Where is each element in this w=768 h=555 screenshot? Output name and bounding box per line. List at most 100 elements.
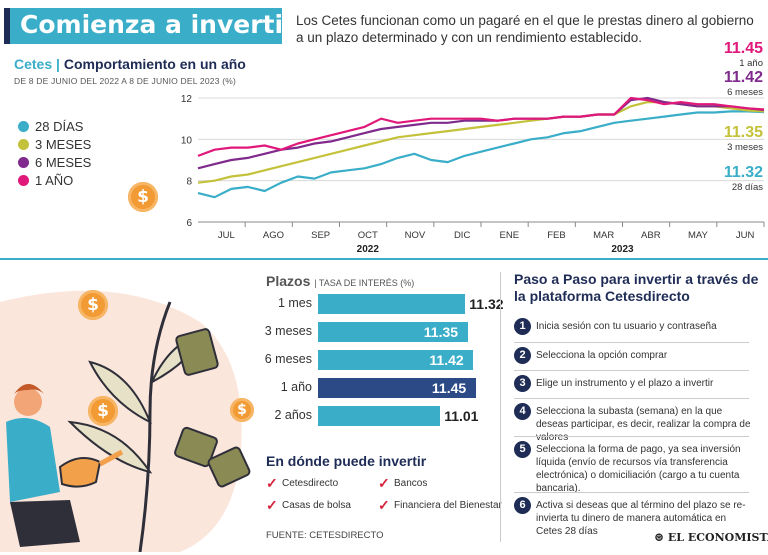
end-value-label: 11.45	[723, 40, 763, 57]
legend-item: 28 DÍAS	[18, 119, 83, 134]
y-tick-label: 12	[181, 94, 193, 105]
invest-option: Financiera del Bienestar	[394, 500, 502, 511]
y-tick-label: 10	[181, 135, 193, 146]
chart-heading: Cetes | Comportamiento en un año	[14, 56, 246, 72]
end-series-label: 3 meses	[727, 142, 763, 153]
end-series-label: 28 días	[731, 182, 763, 193]
legend-label: 28 DÍAS	[35, 119, 84, 134]
end-series-label: 1 año	[739, 58, 763, 69]
step-divider	[514, 436, 749, 437]
plazo-label: 1 mes	[277, 296, 312, 310]
step-text: Inicia sesión con tu usuario y contraseñ…	[536, 321, 717, 332]
check-icon: ✓	[378, 475, 390, 491]
person-head	[14, 388, 42, 416]
chart-subtitle: DE 8 DE JUNIO DEL 2022 A 8 DE JUNIO DEL …	[14, 76, 237, 86]
step-text: Elige un instrumento y el plazo a invert…	[536, 378, 714, 389]
brand-logo: ⊛ EL ECONOMISTA	[654, 530, 768, 544]
legend-item: 6 MESES	[18, 155, 91, 170]
plazo-bar	[318, 350, 474, 370]
series-line-3	[197, 96, 765, 170]
x-tick-label: JUL	[218, 230, 235, 241]
legend-swatch	[18, 121, 29, 132]
coin-icon: $	[78, 290, 108, 320]
line-chart: 6 8 10 12 JUL AGO SEP OCT NOV DIC ENE FEB MAR ABR MAY J…	[181, 94, 765, 255]
step-text: Activa si deseas que al término del plaz…	[536, 500, 746, 537]
series-line-1	[197, 110, 765, 199]
chart-series	[197, 96, 765, 199]
x-tick-label: FEB	[547, 230, 565, 241]
invest-option: Casas de bolsa	[282, 500, 351, 511]
step-text: Selecciona la forma de pago, ya sea inve…	[536, 444, 741, 494]
section-divider	[0, 258, 768, 260]
legend-item: 3 MESES	[18, 137, 91, 152]
coin-icon: $	[230, 398, 254, 422]
chart-series-label: Cetes	[14, 56, 53, 72]
chart-axis: 6 8 10 12 JUL AGO SEP OCT NOV DIC ENE FEB MAR ABR MAY J…	[181, 94, 765, 255]
plazo-label: 6 meses	[264, 352, 312, 366]
investor-illustration	[0, 290, 251, 552]
chart-heading-separator: |	[56, 56, 60, 72]
banknote-icon	[174, 426, 218, 468]
leaf	[67, 420, 153, 474]
plazo-bar	[318, 294, 466, 314]
invest-title: En dónde puede invertir	[266, 453, 427, 469]
end-value-label: 11.35	[723, 124, 763, 141]
chart-title: Comportamiento en un año	[63, 56, 246, 72]
column-divider	[500, 272, 501, 542]
step-number: 6	[514, 497, 531, 514]
banknote-icon	[207, 446, 251, 488]
x-tick-label: DIC	[454, 230, 471, 241]
plazo-value: 11.32	[469, 296, 504, 312]
step-text: Selecciona la subasta (semana) en la que…	[536, 406, 751, 443]
legend-label: 1 AÑO	[35, 173, 74, 188]
plazos-heading: Plazos	[266, 273, 311, 289]
plazo-label: 3 meses	[264, 324, 312, 338]
logo-icon: ⊛	[654, 530, 665, 544]
check-icon: ✓	[266, 475, 278, 491]
person-body	[6, 418, 60, 502]
plazo-value: 11.35	[423, 324, 459, 340]
plazos-title: Plazos | TASA DE INTERÉS (%)	[266, 273, 414, 289]
person-hair	[14, 384, 44, 394]
steps-title: Paso a Paso para invertir a través de la…	[514, 271, 759, 304]
watering-can-spout	[98, 449, 124, 467]
source-note: FUENTE: CETESDIRECTO	[266, 530, 384, 541]
x-tick-label: MAR	[593, 230, 614, 241]
year-label: 2023	[611, 244, 634, 255]
plazo-value: 11.01	[444, 408, 479, 424]
x-tick-label: NOV	[405, 230, 426, 241]
step-number: 5	[514, 441, 531, 458]
x-tick-label: ABR	[641, 230, 661, 241]
check-icon: ✓	[378, 497, 390, 513]
step-text: Selecciona la opción comprar	[536, 350, 668, 361]
plazo-bar	[318, 378, 476, 398]
step-number: 4	[514, 403, 531, 420]
intro-text: Los Cetes funcionan como un pagaré en el…	[296, 13, 754, 45]
year-label: 2022	[357, 244, 380, 255]
step-divider	[514, 342, 749, 343]
coin-icon: $	[88, 396, 118, 426]
y-tick-label: 8	[186, 177, 192, 188]
legend-label: 3 MESES	[35, 137, 92, 152]
banknote-icon	[175, 328, 219, 376]
person-legs	[10, 500, 80, 547]
legend-label: 6 MESES	[35, 155, 92, 170]
legend-swatch	[18, 175, 29, 186]
x-tick-label: SEP	[311, 230, 330, 241]
end-series-label: 6 meses	[727, 87, 763, 98]
plant-stem	[138, 301, 172, 552]
invest-option: Cetesdirecto	[282, 478, 339, 489]
plazo-value: 11.45	[431, 380, 467, 396]
chart-grid	[198, 97, 764, 223]
series-line-4	[197, 96, 765, 157]
leaf	[88, 360, 152, 425]
watering-can-icon	[58, 457, 102, 488]
legend-swatch	[18, 139, 29, 150]
plazo-label: 2 años	[274, 408, 312, 422]
logo-text: EL ECONOMISTA	[667, 531, 768, 544]
step-number: 1	[514, 318, 531, 335]
legend-item: 1 AÑO	[18, 173, 73, 188]
plazo-bar	[318, 322, 468, 342]
x-tick-label: OCT	[358, 230, 378, 241]
y-tick-label: 6	[186, 218, 192, 229]
